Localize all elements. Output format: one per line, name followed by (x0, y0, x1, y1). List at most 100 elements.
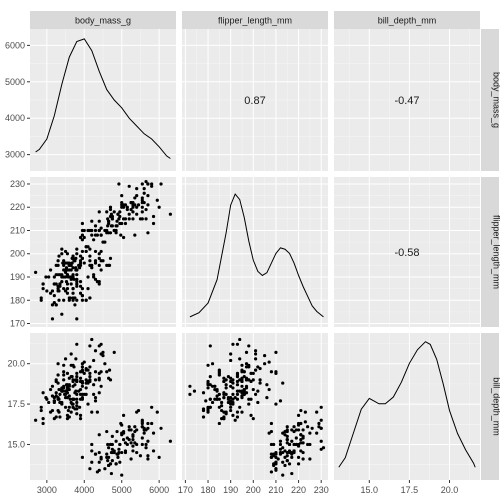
scatter-point (97, 252, 101, 256)
x-tick-label: 4000 (74, 485, 94, 495)
scatter-point (107, 446, 111, 450)
scatter-point (303, 410, 307, 414)
scatter-point (238, 337, 242, 342)
scatter-point (235, 415, 240, 419)
scatter-point (146, 194, 150, 198)
scatter-point (105, 210, 109, 214)
y-tick-label: 6000 (5, 40, 25, 50)
scatter-point (118, 210, 122, 214)
scatter-point (39, 296, 43, 300)
scatter-point (210, 362, 215, 366)
scatter-point (63, 405, 68, 409)
density-curve-bill_depth_mm (338, 341, 476, 468)
scatter-point (281, 450, 285, 455)
scatter-point (229, 384, 233, 388)
scatter-point (208, 344, 212, 348)
scatter-point (110, 459, 114, 463)
scatter-point (109, 471, 114, 476)
scatter-point (109, 450, 114, 455)
scatter-point (140, 182, 144, 186)
scatter-point (80, 298, 85, 302)
scatter-point (52, 417, 56, 421)
scatter-point (106, 217, 110, 221)
scatter-point (80, 365, 85, 369)
correlation-label: -0.58 (394, 247, 419, 259)
scatter-point (63, 270, 68, 274)
scatter-point (244, 362, 249, 366)
scatter-point (48, 268, 53, 272)
panel-bill_depth_mm-flipper_length_mm (182, 333, 328, 480)
scatter-point (75, 252, 79, 256)
strip-right-body_mass_g (481, 29, 499, 171)
scatter-point (142, 187, 146, 191)
scatter-point (67, 405, 71, 409)
scatter-point (235, 342, 240, 346)
scatter-point (78, 291, 83, 295)
scatter-point (88, 467, 92, 471)
scatter-point (84, 392, 88, 396)
scatter-point (78, 280, 83, 284)
scatter-point (235, 375, 240, 379)
scatter-point (127, 184, 131, 188)
scatter-point (235, 397, 240, 401)
scatter-point (294, 428, 298, 432)
scatter-point (146, 457, 150, 461)
scatter-point (210, 384, 215, 388)
scatter-point (247, 344, 251, 348)
scatter-point (201, 391, 206, 395)
scatter-point (129, 457, 133, 461)
scatter-point (80, 233, 85, 237)
scatter-point (146, 426, 150, 430)
scatter-point (146, 182, 150, 186)
scatter-point (57, 410, 61, 414)
y-tick-label: 180 (10, 295, 25, 305)
scatter-point (290, 452, 294, 456)
scatter-point (88, 371, 92, 375)
scatter-point (140, 436, 144, 440)
scatter-point (74, 389, 78, 393)
scatter-point (315, 410, 319, 414)
scatter-point (70, 256, 74, 260)
strip-top-label: bill_depth_mm (378, 16, 437, 26)
scatter-point (287, 450, 292, 455)
scatter-point (146, 454, 150, 458)
scatter-point (285, 428, 289, 432)
y-tick-label: 220 (10, 202, 25, 212)
x-tick-label: 210 (268, 485, 283, 495)
scatter-point (274, 467, 278, 471)
scatter-point (92, 273, 96, 277)
strip-right-bill_depth_mm (481, 333, 499, 480)
scatter-point (71, 384, 75, 388)
scatter-point (84, 378, 88, 382)
scatter-point (208, 383, 212, 387)
scatter-point (105, 228, 109, 233)
scatter-point (54, 303, 58, 307)
scatter-point (229, 376, 233, 380)
scatter-point (125, 205, 129, 209)
scatter-point (84, 298, 88, 302)
x-tick-label: 180 (201, 485, 216, 495)
scatter-point (69, 400, 73, 405)
scatter-point (67, 384, 71, 388)
scatter-point (229, 405, 233, 409)
scatter-point (251, 371, 255, 375)
scatter-point (188, 384, 192, 388)
scatter-point (127, 425, 131, 429)
scatter-point (78, 261, 83, 265)
scatter-point (265, 383, 269, 387)
scatter-point (50, 384, 55, 388)
scatter-point (272, 452, 276, 456)
scatter-point (253, 368, 258, 372)
scatter-point (133, 196, 137, 200)
y-tick-label: 190 (10, 272, 25, 282)
scatter-point (231, 413, 235, 417)
scatter-point (48, 387, 53, 392)
scatter-point (217, 368, 221, 372)
scatter-point (65, 252, 70, 256)
scatter-point (80, 256, 85, 260)
scatter-point (269, 455, 274, 459)
scatter-point (263, 362, 267, 366)
scatter-point (99, 226, 103, 230)
scatter-point (258, 378, 262, 382)
scatter-point (50, 303, 55, 307)
